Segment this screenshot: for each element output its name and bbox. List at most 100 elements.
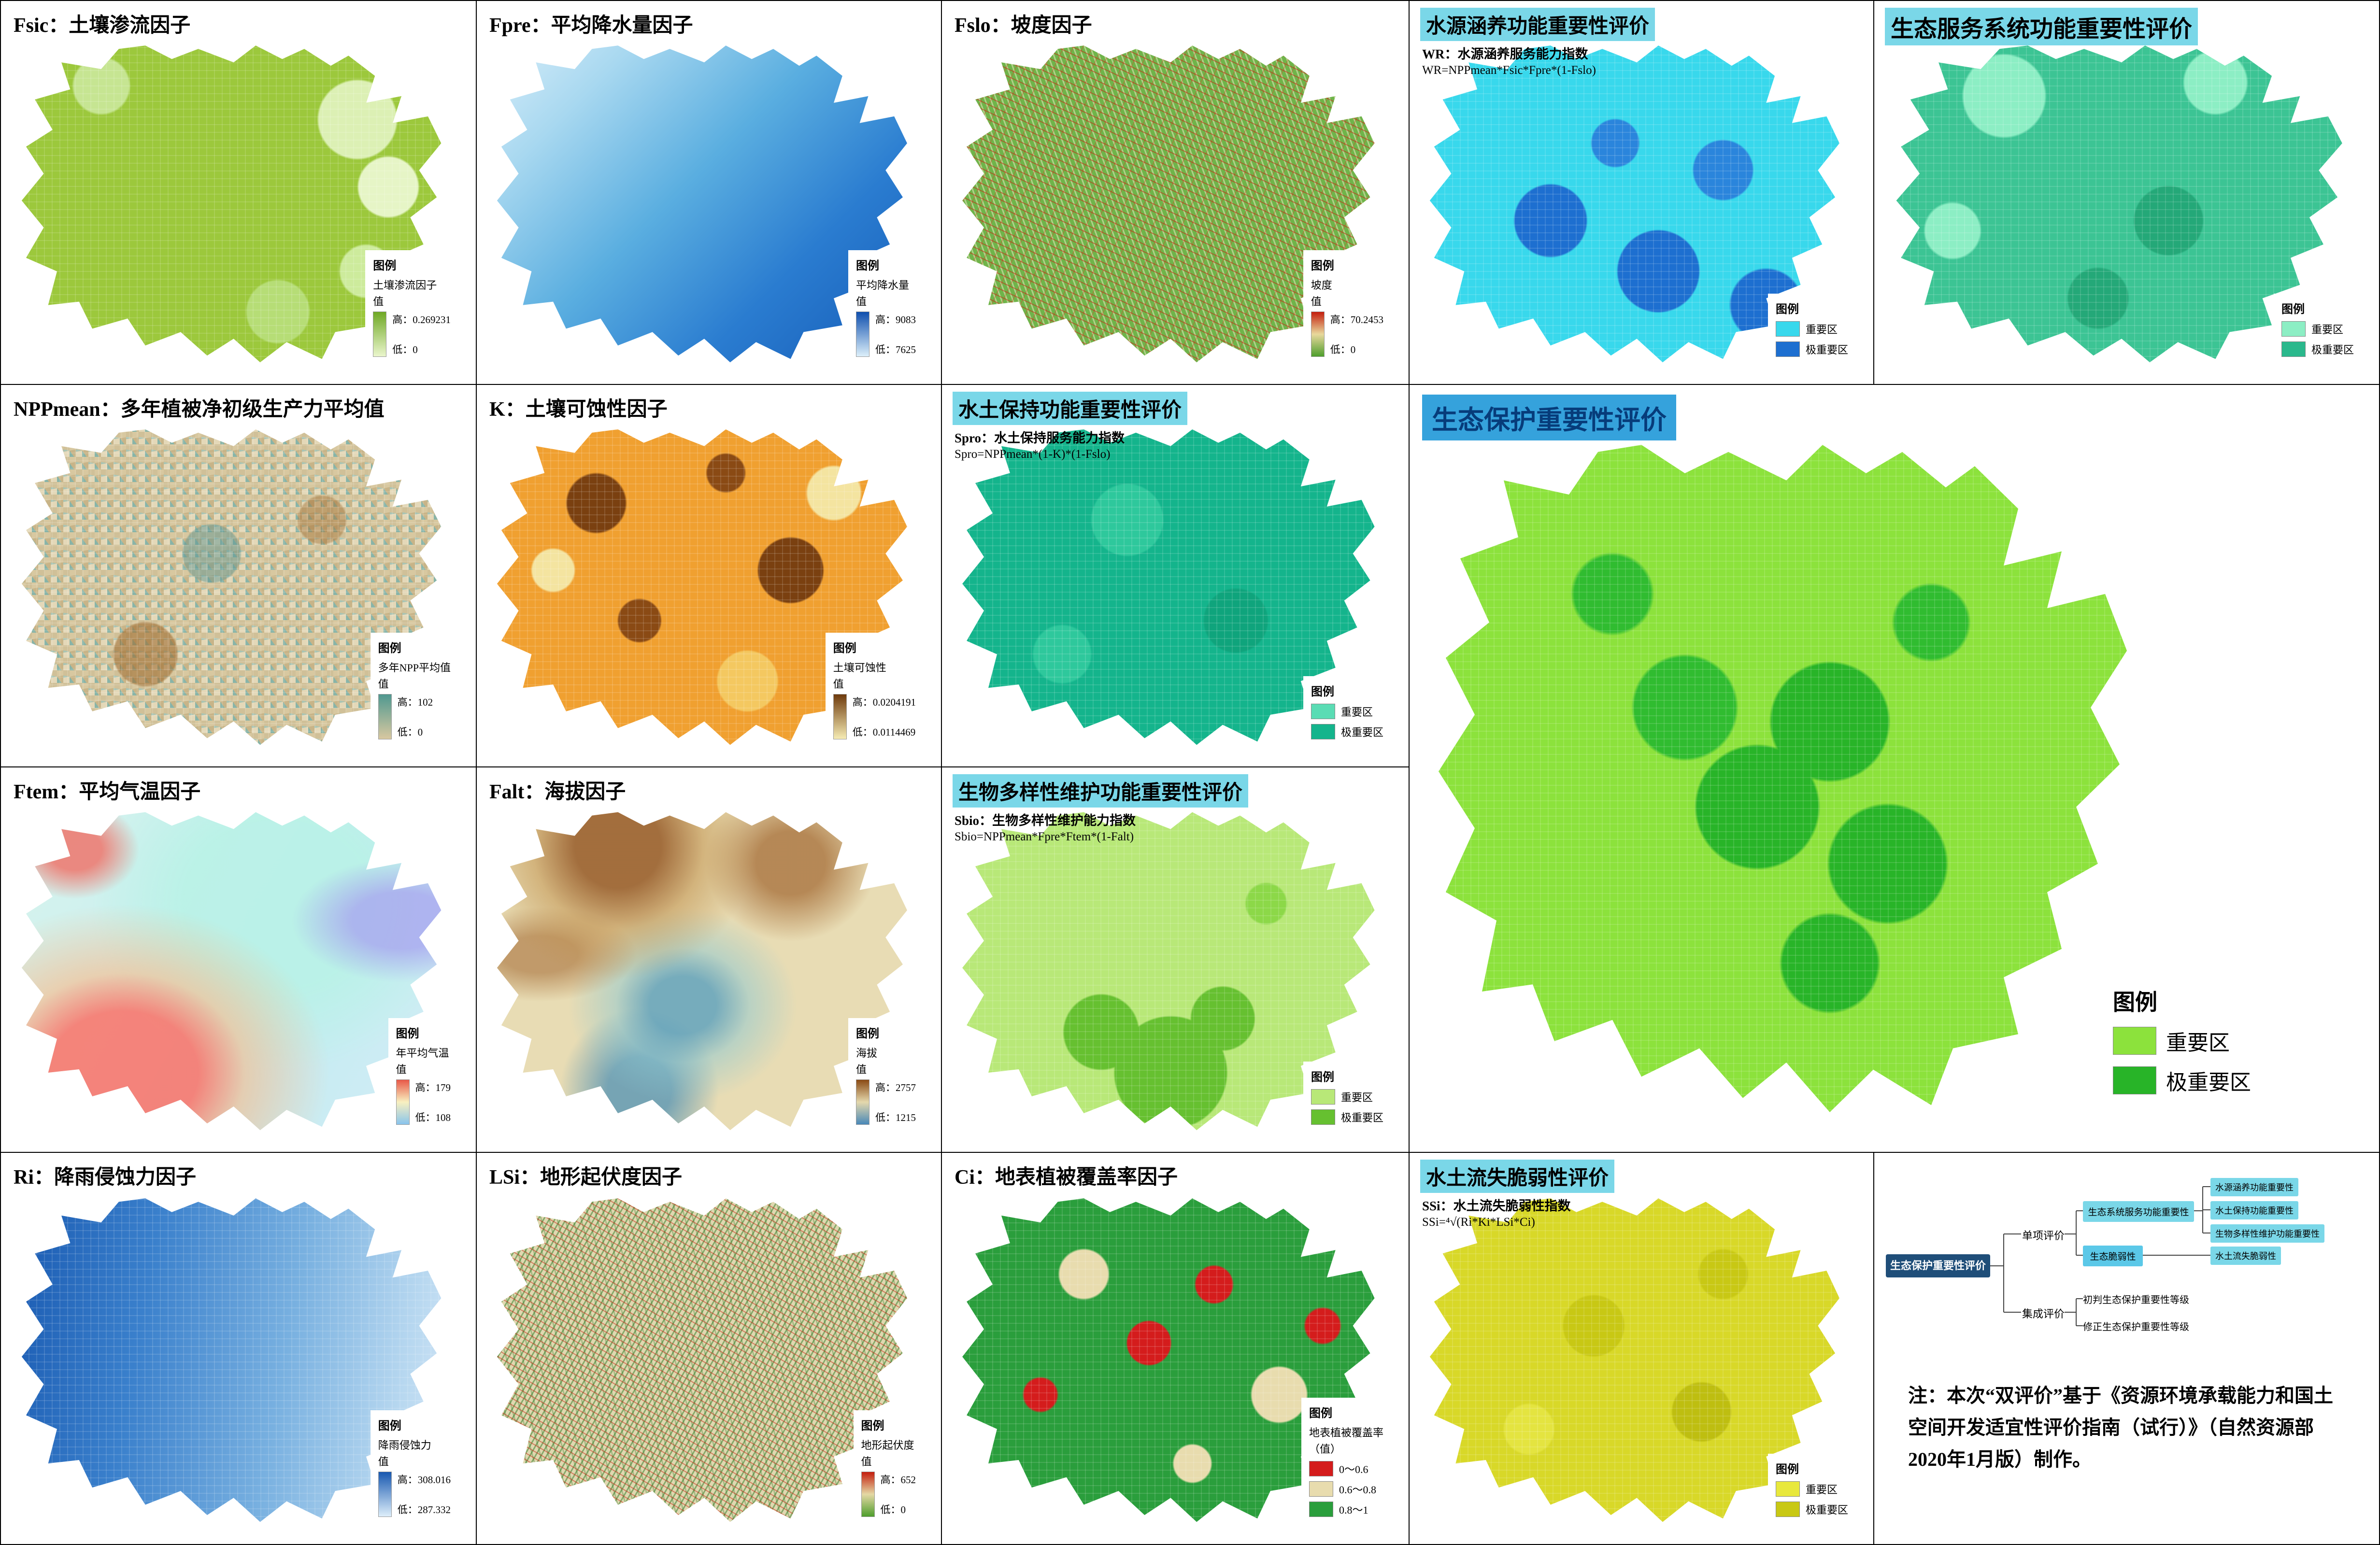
panel-fslo: Fslo：坡度因子 图例 坡度 值 高：70.2453 低：0 <box>942 1 1410 385</box>
legend-eco-service: 图例 重要区 极重要区 <box>2273 294 2362 363</box>
legend-gradient-bar <box>378 1472 392 1517</box>
panel-title-ri: Ri：降雨侵蚀力因子 <box>14 1166 197 1189</box>
swatch-very-important <box>1311 724 1335 739</box>
legend-heading: 图例 <box>378 1420 401 1432</box>
legend-high-low: 高：0.269231 低：0 <box>392 312 451 356</box>
legend-fpre: 图例 平均降水量 值 高：9083 低：7625 <box>848 250 924 363</box>
legend-high-low: 高：308.016 低：287.332 <box>398 1472 451 1517</box>
panel-title-falt: Falt：海拔因子 <box>489 781 626 803</box>
legend-wr: 图例 重要区 极重要区 <box>1767 294 1856 363</box>
legend-heading: 图例 <box>1311 260 1334 272</box>
legend-gradient-bar <box>373 312 387 357</box>
panel-title-ssi: 水土流失脆弱性评价 <box>1420 1160 1615 1193</box>
sbio-formula: Sbio=NPPmean*Fpre*Ftem*(1-Falt) <box>955 830 1134 843</box>
legend-heading: 图例 <box>1311 1071 1334 1084</box>
legend-heading: 图例 <box>1309 1407 1332 1420</box>
legend-high: 高：0.0204191 <box>852 696 916 708</box>
flow-leaf-revised-grade: 修正生态保护重要性等级 <box>2083 1322 2189 1332</box>
legend-heading: 图例 <box>861 1420 884 1432</box>
panel-eco-service: 生态服务系统功能重要性评价 图例 重要区 极重要区 <box>1874 1 2380 385</box>
legend-k: 图例 土壤可蚀性 值 高：0.0204191 低：0.0114469 <box>825 633 924 745</box>
flow-branch-single: 单项评价 <box>2022 1230 2065 1242</box>
legend-value-label: 值 <box>833 678 844 690</box>
legend-item-label: 0.6～0.8 <box>1339 1484 1376 1496</box>
legend-item-very-important: 极重要区 <box>1311 724 1383 739</box>
wr-formula: WR=NPPmean*Fsic*Fpre*(1-Fslo) <box>1422 64 1596 77</box>
legend-item-label: 极重要区 <box>1340 726 1383 738</box>
figure-note: 注：本次“双评价”基于《资源环境承载能力和国土空间开发适宜性评价指南（试行）》（… <box>1908 1385 2333 1470</box>
legend-label: 坡度 <box>1311 279 1332 291</box>
legend-value-label: 值 <box>396 1063 407 1076</box>
legend-high: 高：2757 <box>875 1082 916 1093</box>
swatch-very-important <box>2113 1066 2156 1094</box>
panel-title-fsic: Fsic：土壤渗流因子 <box>14 14 191 37</box>
legend-item-label: 极重要区 <box>2311 344 2354 356</box>
legend-high: 高：102 <box>397 696 433 708</box>
legend-high: 高：0.269231 <box>392 314 451 326</box>
panel-title-k: K：土壤可蚀性因子 <box>489 398 668 421</box>
legend-label: 土壤可蚀性 <box>833 662 886 674</box>
legend-item-label: 重要区 <box>1340 1091 1373 1104</box>
legend-heading: 图例 <box>378 642 401 655</box>
legend-item-important: 重要区 <box>1311 704 1383 719</box>
legend-low: 低：287.332 <box>397 1504 451 1516</box>
legend-sbio: 图例 重要区 极重要区 <box>1303 1062 1391 1131</box>
legend-heading: 图例 <box>396 1028 419 1040</box>
legend-low: 低：0 <box>397 726 423 738</box>
legend-item-very-important: 极重要区 <box>1775 1502 1848 1517</box>
legend-value-label: 值 <box>856 1063 867 1076</box>
legend-item-very-important: 极重要区 <box>1311 1109 1383 1125</box>
legend-ri: 图例 降雨侵蚀力 值 高：308.016 低：287.332 <box>370 1410 458 1523</box>
legend-value-label: 值 <box>378 1456 389 1468</box>
panel-nppmean: NPPmean：多年植被净初级生产力平均值 图例 多年NPP平均值 值 高：10… <box>1 385 477 767</box>
legend-item-label: 重要区 <box>1340 706 1373 718</box>
panel-flowchart-note: 生态保护重要性评价 单项评价 集成评价 生态系统服务功能重要性 生态脆弱性 水源… <box>1874 1153 2380 1545</box>
swatch-important <box>1775 321 1800 337</box>
flow-leaf-biodiversity: 生物多样性维护功能重要性 <box>2210 1224 2324 1243</box>
legend-item-label: 重要区 <box>2311 324 2343 336</box>
legend-item-very-important: 极重要区 <box>2113 1065 2251 1096</box>
legend-value-label: （值） <box>1309 1443 1341 1455</box>
legend-heading: 图例 <box>1311 686 1334 698</box>
legend-item-important: 重要区 <box>1311 1089 1383 1105</box>
legend-item-important: 重要区 <box>1775 321 1848 337</box>
legend-item-label: 极重要区 <box>1805 1504 1848 1516</box>
legend-item-important: 重要区 <box>2113 1025 2251 1056</box>
legend-item-important: 重要区 <box>2281 321 2354 337</box>
legend-gradient-bar <box>1311 312 1325 357</box>
legend-falt: 图例 海拔 值 高：2757 低：1215 <box>848 1018 924 1131</box>
swatch-important <box>1311 1089 1335 1105</box>
legend-item-very-important: 极重要区 <box>2281 341 2354 357</box>
legend-heading: 图例 <box>1775 1463 1799 1476</box>
legend-high-low: 高：9083 低：7625 <box>875 312 916 356</box>
legend-low: 低：108 <box>415 1112 451 1123</box>
panel-fsic: Fsic：土壤渗流因子 图例 土壤渗流因子 值 高：0.269231 低：0 <box>1 1 477 385</box>
legend-label: 平均降水量 <box>856 279 910 291</box>
legend-heading: 图例 <box>2281 303 2305 316</box>
panel-ri: Ri：降雨侵蚀力因子 图例 降雨侵蚀力 值 高：308.016 低：287.33… <box>1 1153 477 1545</box>
legend-heading: 图例 <box>856 1028 879 1040</box>
legend-item-class-high: 0.8～1 <box>1309 1502 1383 1517</box>
wr-index-name: WR：水源涵养服务能力指数 <box>1422 47 1588 61</box>
legend-item-label: 重要区 <box>2166 1031 2230 1055</box>
ssi-formula: SSi=⁴√(Ri*Ki*LSi*Ci) <box>1422 1216 1535 1229</box>
legend-item-label: 0～0.6 <box>1339 1463 1368 1475</box>
legend-fslo: 图例 坡度 值 高：70.2453 低：0 <box>1303 250 1391 363</box>
swatch-class-low <box>1309 1461 1333 1476</box>
legend-high-low: 高：70.2453 低：0 <box>1330 312 1383 356</box>
flowchart-connector-lines <box>1990 1186 2210 1326</box>
panel-title-wr: 水源涵养功能重要性评价 <box>1420 8 1655 41</box>
panel-title-lsi: LSi：地形起伏度因子 <box>489 1166 683 1189</box>
panel-title-nppmean: NPPmean：多年植被净初级生产力平均值 <box>14 398 385 421</box>
legend-gradient-row: 高：0.269231 低：0 <box>373 312 451 357</box>
legend-gradient-bar <box>856 1079 869 1125</box>
legend-high: 高：308.016 <box>397 1474 451 1486</box>
legend-nppmean: 图例 多年NPP平均值 值 高：102 低：0 <box>370 633 458 745</box>
legend-eco-protect: 图例 重要区 极重要区 <box>2105 979 2259 1102</box>
legend-gradient-bar <box>378 694 392 739</box>
legend-item-label: 重要区 <box>1805 1484 1838 1496</box>
panel-k: K：土壤可蚀性因子 图例 土壤可蚀性 值 高：0.0204191 低：0.011… <box>477 385 942 767</box>
legend-gradient-row: 高：652 低：0 <box>861 1472 916 1517</box>
swatch-very-important <box>2281 341 2306 357</box>
